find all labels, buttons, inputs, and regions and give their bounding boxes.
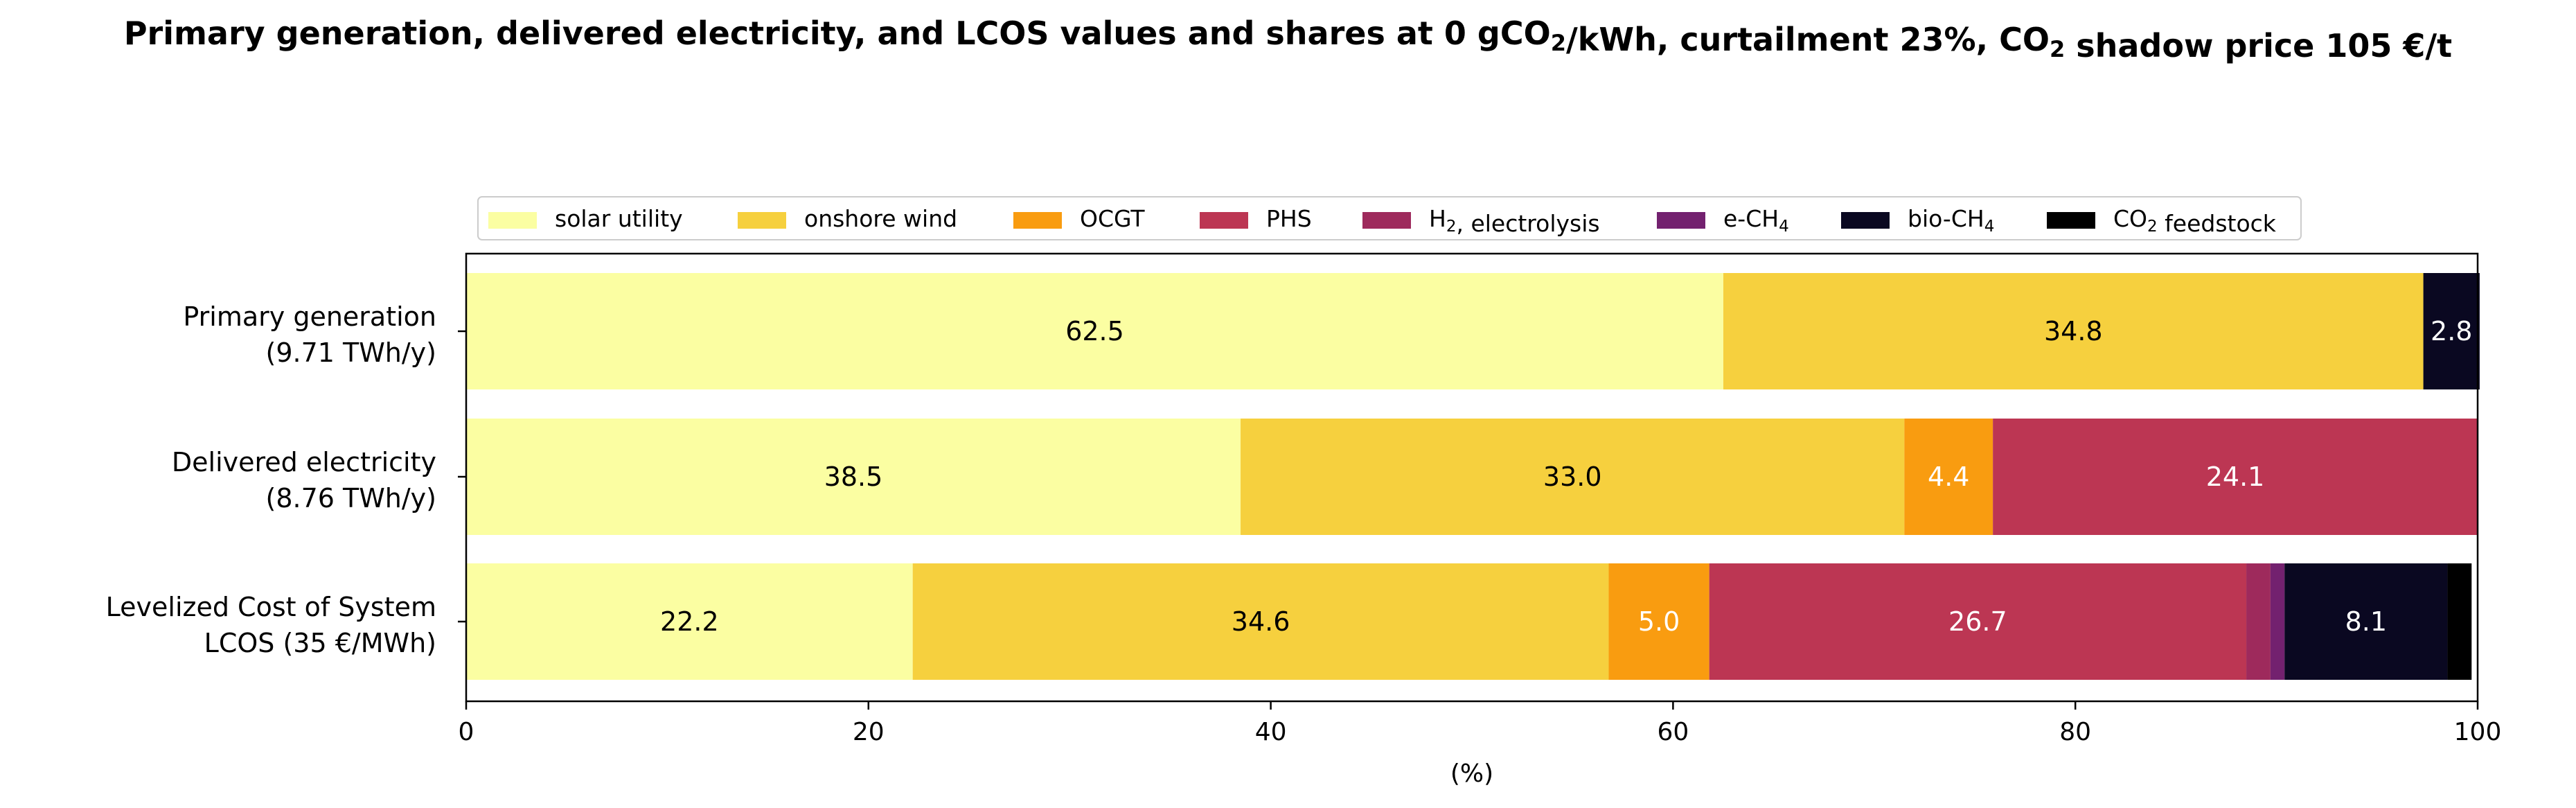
bar-value-label: 8.1: [2345, 606, 2387, 637]
bar-segment: [1241, 419, 1905, 535]
legend-swatch: [1200, 212, 1248, 229]
legend-item-label: PHS: [1266, 205, 1312, 232]
category-label: Primary generation: [183, 301, 436, 332]
category-label: Delivered electricity: [172, 447, 436, 477]
bar-value-label: 38.5: [824, 462, 883, 492]
legend-item-label: bio-CH4: [1908, 205, 1994, 236]
legend-item-label: onshore wind: [804, 205, 957, 232]
legend-swatch: [1013, 212, 1062, 229]
bar-value-label: 22.2: [660, 606, 719, 637]
bar-segment: [466, 563, 913, 680]
bar-value-label: 62.5: [1065, 316, 1124, 346]
category-label: (9.71 TWh/y): [266, 337, 437, 368]
legend-item-label: OCGT: [1080, 205, 1145, 232]
x-tick-label: 0: [459, 718, 474, 746]
chart-legend: solar utility onshore wind OCGT PHS H2, elec…: [477, 196, 2302, 240]
x-tick-label: 80: [2059, 718, 2091, 746]
bar-segment: [1709, 563, 2247, 680]
bar-value-label: 26.7: [1948, 606, 2007, 637]
category-label: (8.76 TWh/y): [266, 483, 437, 513]
bar-segment: [2284, 563, 2448, 680]
bar-value-label: 34.8: [2044, 316, 2103, 346]
bar-segment: [1993, 419, 2478, 535]
legend-swatch: [488, 212, 537, 229]
bar-segment: [1608, 563, 1709, 680]
bar-value-label: 24.1: [2206, 462, 2265, 492]
bar-segment: [912, 563, 1609, 680]
bar-segment: [2246, 563, 2271, 680]
legend-swatch: [2047, 212, 2095, 229]
legend-item-label: H2, electrolysis: [1429, 205, 1600, 237]
x-tick-label: 20: [853, 718, 885, 746]
legend-item-label: solar utility: [555, 205, 683, 232]
bar-segment: [2447, 563, 2472, 680]
legend-swatch: [1362, 212, 1411, 229]
bar-segment: [1723, 273, 2424, 389]
bar-value-label: 5.0: [1638, 606, 1680, 637]
bar-value-label: 2.8: [2431, 316, 2472, 346]
category-label: LCOS (35 €/MWh): [204, 628, 436, 658]
bar-value-label: 4.4: [1928, 462, 1969, 492]
legend-swatch: [738, 212, 786, 229]
legend-swatch: [1841, 212, 1890, 229]
x-axis-label: (%): [1450, 759, 1493, 788]
axes-group: 0 20 40 60 80 100 Primary generation (9.71 TWh/…: [106, 252, 2502, 746]
chart-title: Primary generation, delivered electricit…: [124, 15, 2452, 64]
legend-item-label: CO2 feedstock: [2113, 205, 2277, 237]
bar-segment: [2270, 563, 2285, 680]
legend-item-label: e-CH4: [1723, 205, 1789, 236]
bar-segment: [1904, 419, 1993, 535]
bar-value-label: 34.6: [1232, 606, 1290, 637]
x-tick-label: 40: [1255, 718, 1287, 746]
bars-group: 62.5 34.8 2.8 38.5 33.0 4.4 24.1 22.2 34.6 5.0 26.…: [466, 273, 2480, 680]
bar-segment: [2423, 273, 2480, 389]
bar-value-label: 33.0: [1543, 462, 1602, 492]
x-tick-label: 60: [1657, 718, 1689, 746]
bar-segment: [466, 419, 1241, 535]
x-tick-label: 100: [2454, 718, 2502, 746]
bar-segment: [466, 273, 1723, 389]
legend-swatch: [1657, 212, 1705, 229]
category-label: Levelized Cost of System: [106, 592, 436, 622]
